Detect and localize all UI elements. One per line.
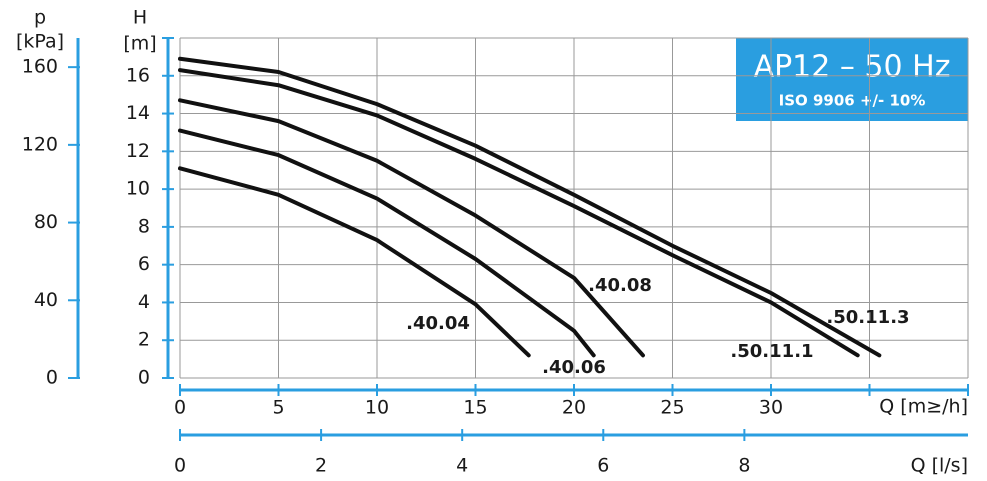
curve-label: .40.04 [406,313,470,334]
y-tick-label: 0 [138,367,150,389]
curve-label: .40.06 [542,357,606,378]
x2-tick-label: 2 [315,455,327,477]
x-tick-label: 30 [759,397,783,419]
x-tick-label: 25 [660,397,684,419]
y-tick-label: 4 [138,291,150,313]
x-tick-label: 15 [463,397,487,419]
curve [178,98,645,358]
y2-tick-label: 80 [34,211,58,233]
y2-tick-label: 120 [22,133,58,155]
curve [178,128,596,358]
y2-label: [kPa] [16,31,64,53]
y-tick-label: 14 [126,102,150,124]
x2-label: Q [l/s] [911,455,968,477]
chart-subtitle: ISO 9906 +/- 10% [779,92,926,110]
y-tick-label: 6 [138,253,150,275]
curve-label: .50.11.1 [730,341,813,362]
x-tick-label: 10 [365,397,389,419]
chart-title: AP12 – 50 Hz [754,50,951,85]
y-tick-label: 8 [138,215,150,237]
title-box [736,38,968,121]
y2-tick-label: 160 [22,56,58,78]
curve [178,166,531,358]
x2-tick-label: 4 [456,455,468,477]
x2-tick-label: 6 [597,455,609,477]
y-label: [m] [123,33,156,55]
curve-label: .40.08 [588,275,652,296]
curve [178,56,882,358]
y-tick-label: 12 [126,140,150,162]
y-tick-label: 10 [126,178,150,200]
curve [178,68,860,358]
y-label: H [133,7,147,29]
curve-label: .50.11.3 [826,307,909,328]
y2-label: p [34,7,46,29]
x-tick-label: 5 [272,397,284,419]
y-tick-label: 16 [126,64,150,86]
x-tick-label: 20 [562,397,586,419]
y2-tick-label: 0 [46,367,58,389]
x-label: Q [m≥/h] [879,396,968,418]
x-tick-label: 0 [174,397,186,419]
x2-tick-label: 8 [738,455,750,477]
y2-tick-label: 40 [34,289,58,311]
x2-tick-label: 0 [174,455,186,477]
y-tick-label: 2 [138,329,150,351]
